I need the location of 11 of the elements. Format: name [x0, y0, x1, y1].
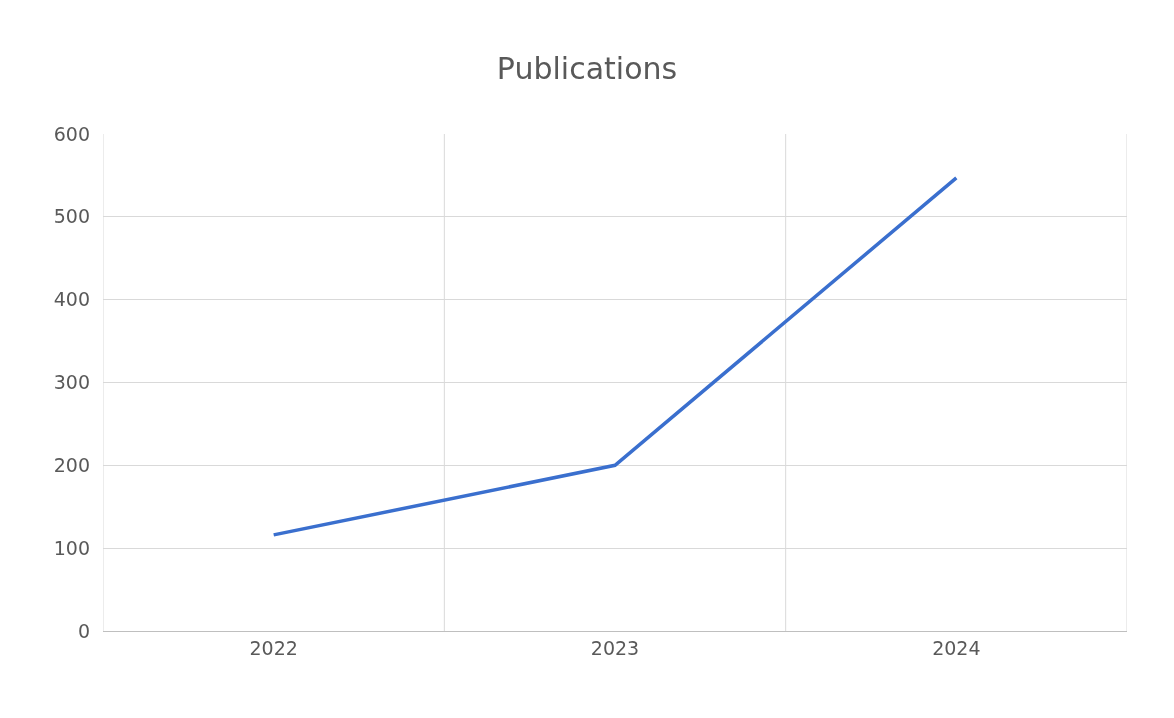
- y-tick-label: 600: [53, 122, 90, 145]
- y-tick-label: 200: [53, 453, 90, 476]
- y-tick-label: 300: [53, 371, 90, 394]
- y-tick-label: 0: [77, 619, 90, 642]
- x-tick-label: 2023: [590, 636, 640, 659]
- x-tick-label: 2024: [932, 636, 981, 659]
- y-tick-label: 400: [53, 288, 90, 311]
- x-tick-label: 2022: [249, 636, 298, 659]
- y-tick-label: 500: [53, 205, 90, 228]
- y-tick-label: 100: [53, 536, 90, 559]
- chart-title: Publications: [496, 50, 678, 86]
